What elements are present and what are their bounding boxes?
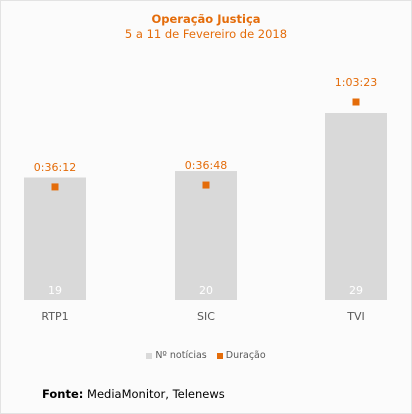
duration-label-rtp1: 0:36:12 <box>34 161 76 174</box>
legend-swatch-noticias <box>146 352 153 359</box>
bar-label-tvi: 29 <box>349 284 363 297</box>
bar-sic <box>175 171 237 300</box>
bar-tvi <box>325 113 387 300</box>
bar-label-sic: 20 <box>199 284 213 297</box>
source-label: Fonte: <box>42 387 84 401</box>
x-tick-rtp1: RTP1 <box>41 310 68 323</box>
legend-label-noticias: Nº notícias <box>155 350 207 361</box>
duration-marker-sic <box>202 181 210 189</box>
legend-label-duracao: Duração <box>225 350 266 361</box>
duration-marker-tvi <box>352 98 360 106</box>
duration-marker-rtp1 <box>51 183 59 191</box>
bar-label-rtp1: 19 <box>48 284 62 297</box>
chart-subtitle: 5 a 11 de Fevereiro de 2018 <box>124 27 288 41</box>
chart-title: Operação Justiça <box>151 12 261 26</box>
legend-item-duracao: Duração <box>216 350 266 361</box>
duration-label-sic: 0:36:48 <box>185 159 227 172</box>
duration-label-tvi: 1:03:23 <box>335 76 377 89</box>
legend-item-noticias: Nº notícias <box>146 350 207 361</box>
bar-rtp1 <box>24 177 86 300</box>
x-tick-tvi: TVI <box>346 310 365 323</box>
source-note: Fonte: MediaMonitor, Telenews <box>42 387 225 401</box>
legend-swatch-duracao <box>216 352 223 359</box>
chart-legend: Nº notícias Duração <box>0 350 412 361</box>
x-tick-sic: SIC <box>197 310 215 323</box>
source-text: MediaMonitor, Telenews <box>87 387 225 401</box>
